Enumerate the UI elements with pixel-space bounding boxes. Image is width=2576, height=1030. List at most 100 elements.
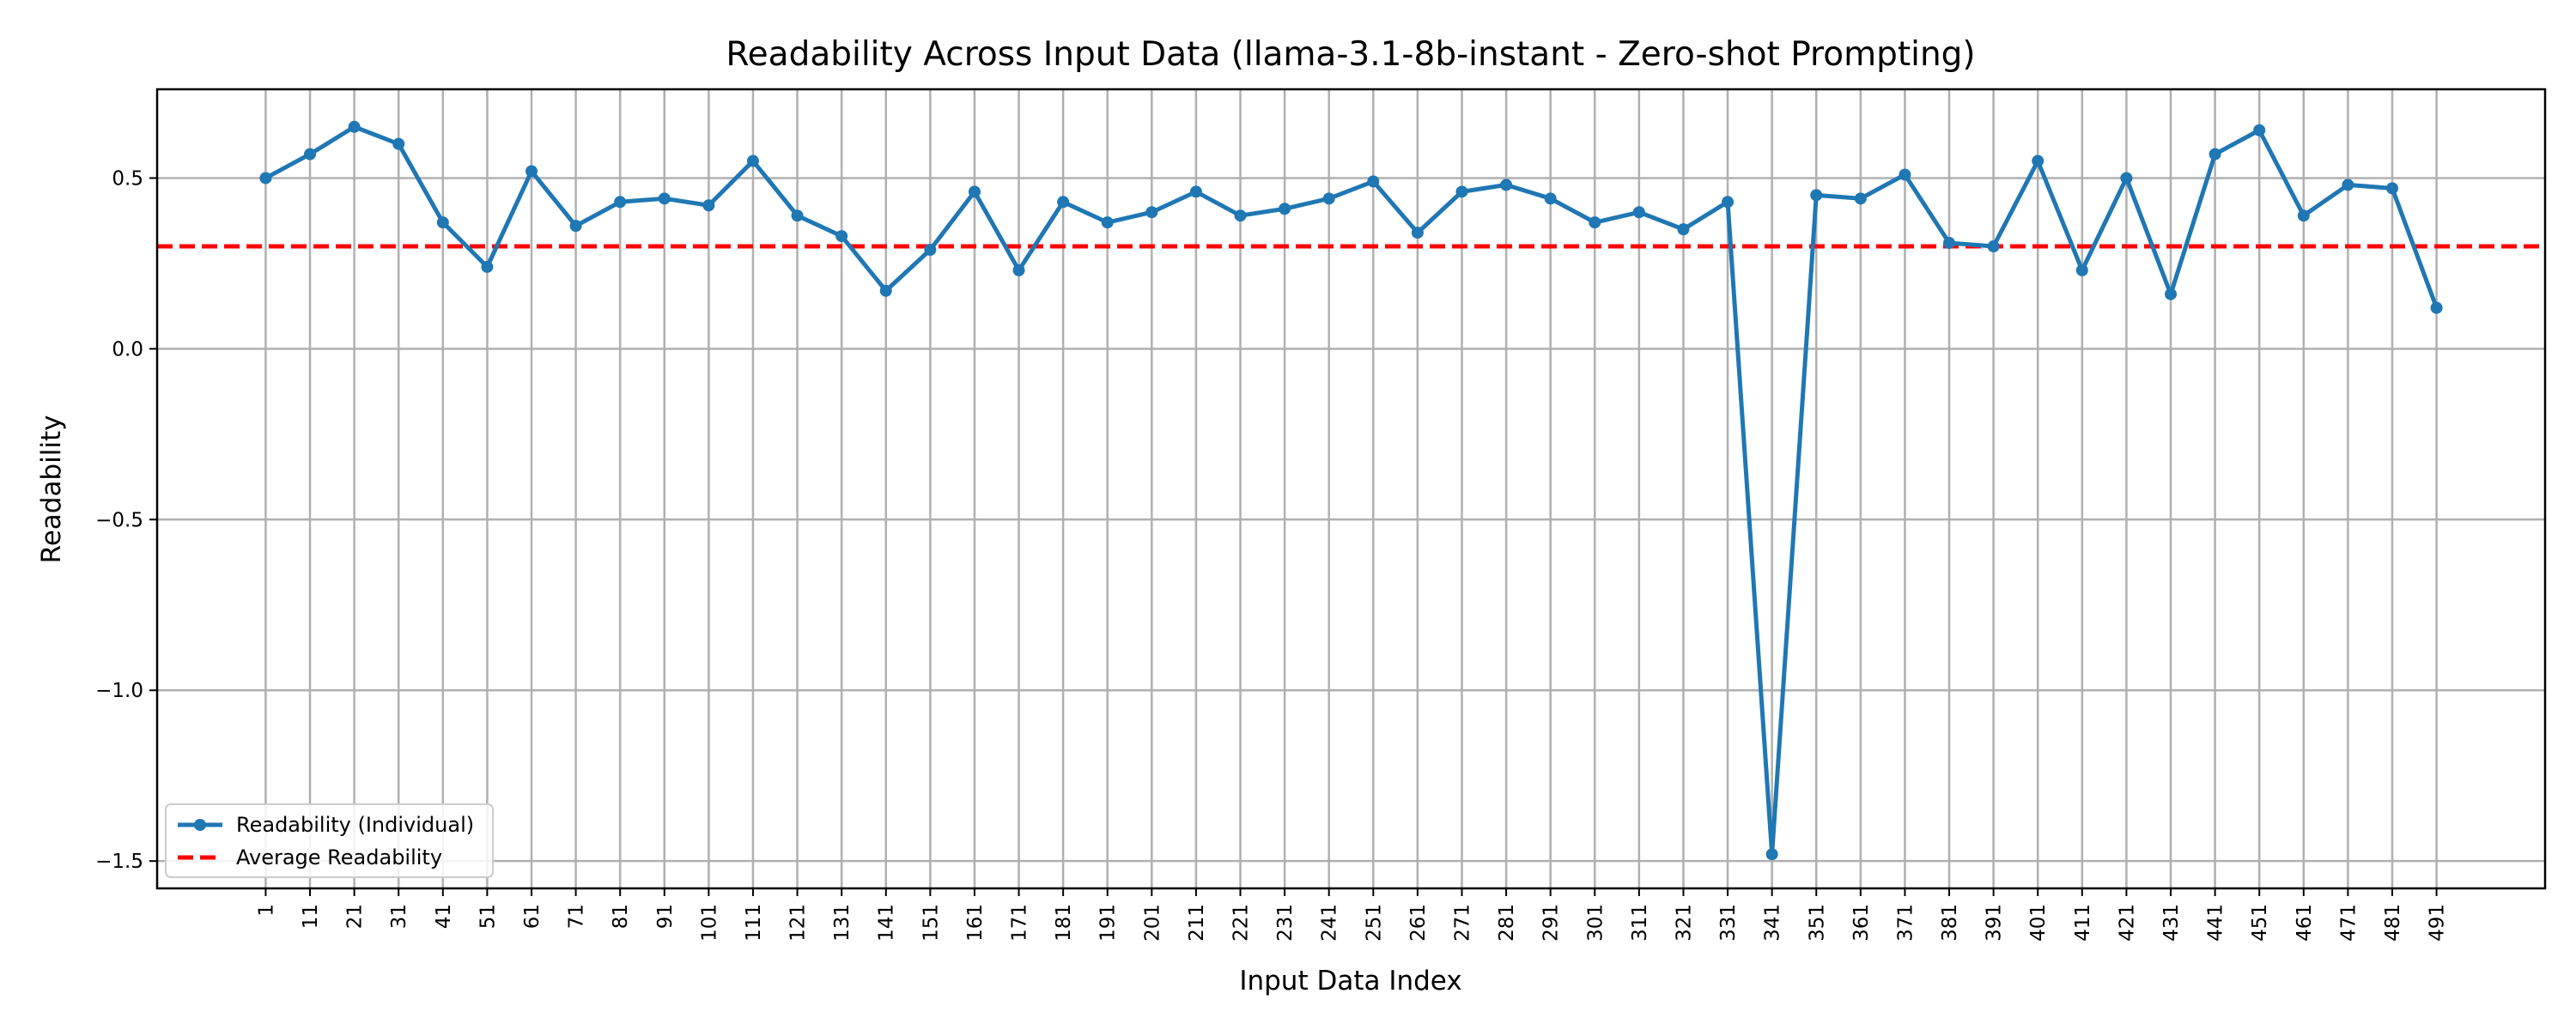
x-tick-label: 221 (1230, 904, 1253, 942)
y-tick-label: 0.5 (112, 167, 143, 190)
x-tick-label: 141 (876, 904, 898, 942)
readability-point (2297, 209, 2310, 222)
readability-point (1057, 196, 1070, 209)
legend-label-average: Average Readability (236, 845, 442, 869)
x-tick-label: 121 (787, 904, 810, 942)
x-tick-label: 41 (433, 904, 455, 929)
y-tick-label: −1.0 (95, 680, 143, 702)
readability-point (2385, 182, 2398, 195)
x-tick-label: 151 (920, 904, 942, 942)
readability-point (2208, 148, 2221, 161)
readability-point (702, 199, 715, 212)
x-tick-label: 351 (1806, 904, 1828, 942)
x-tick-label: 51 (477, 904, 499, 929)
x-tick-label: 181 (1053, 904, 1075, 942)
x-tick-label: 431 (2160, 904, 2183, 942)
readability-point (1899, 168, 1911, 181)
x-tick-label: 331 (1717, 904, 1740, 942)
x-tick-label: 271 (1451, 904, 1473, 942)
x-tick-label: 21 (344, 904, 367, 929)
legend-box (165, 803, 494, 878)
readability-point (2253, 124, 2266, 136)
readability-point (1279, 203, 1291, 215)
readability-point (1987, 240, 2000, 253)
x-tick-label: 391 (1984, 904, 2006, 942)
x-tick-label: 171 (1009, 904, 1031, 942)
readability-point (1854, 192, 1867, 205)
x-tick-label: 411 (2072, 904, 2094, 942)
x-tick-label: 161 (964, 904, 987, 942)
x-tick-label: 101 (698, 904, 720, 942)
x-tick-label: 321 (1673, 904, 1695, 942)
x-tick-label: 111 (743, 904, 765, 942)
readability-point (835, 230, 848, 243)
individual-readability-layer (259, 120, 2443, 861)
readability-point (1544, 192, 1557, 205)
x-tick-label: 301 (1584, 904, 1607, 942)
readability-point (2342, 179, 2354, 191)
x-tick-label: 491 (2427, 904, 2449, 942)
readability-point (481, 260, 494, 273)
readability-series-line (264, 124, 2439, 857)
grid-layer (157, 89, 2545, 888)
x-tick-label: 91 (654, 904, 677, 929)
readability-point (746, 154, 759, 167)
x-axis-label: Input Data Index (1239, 966, 1461, 997)
readability-point (1810, 189, 1823, 202)
x-tick-label: 441 (2205, 904, 2227, 942)
x-tick-label: 211 (1186, 904, 1208, 942)
readability-point (1145, 206, 1158, 219)
plot-area-frame (155, 88, 2547, 890)
readability-point (1500, 179, 1513, 191)
readability-point (1012, 264, 1025, 276)
x-tick-label: 81 (610, 904, 632, 929)
legend-marker-individual (194, 819, 206, 831)
x-tick-label: 201 (1141, 904, 1163, 942)
readability-point (1677, 223, 1690, 236)
chart-title: Readability Across Input Data (llama-3.1… (726, 35, 1975, 74)
readability-point (525, 165, 538, 178)
x-tick-label: 461 (2293, 904, 2316, 942)
readability-point (1234, 209, 1247, 222)
readability-point (1101, 216, 1114, 229)
readability-point (924, 243, 937, 256)
readability-point (304, 148, 317, 161)
readability-point (259, 172, 272, 185)
y-tick-label: −1.5 (95, 851, 143, 873)
readability-point (2165, 288, 2178, 300)
y-tick-label: −0.5 (95, 509, 143, 531)
readability-point (436, 216, 449, 229)
x-tick-label: 401 (2027, 904, 2050, 942)
x-tick-label: 61 (521, 904, 544, 929)
readability-point (1411, 227, 1424, 239)
x-tick-label: 421 (2116, 904, 2138, 942)
x-tick-label: 261 (1407, 904, 1430, 942)
readability-point (2075, 264, 2088, 276)
tick-layer: 1 11 21 31 41 51 61 71 81 91 101 111 121 131 141 151 161… (95, 167, 2448, 941)
x-tick-label: 251 (1363, 904, 1385, 942)
readability-point (879, 284, 892, 297)
legend: Readability (Individual) Average Readabi… (165, 803, 494, 878)
readability-point (569, 220, 582, 233)
x-tick-label: 281 (1496, 904, 1518, 942)
x-tick-label: 291 (1540, 904, 1563, 942)
readability-point (392, 137, 405, 150)
readability-point (2120, 172, 2133, 185)
x-tick-label: 131 (831, 904, 854, 942)
readability-point (1322, 192, 1335, 205)
readability-point (1943, 237, 1956, 250)
readability-point (2430, 301, 2443, 314)
readability-point (1367, 175, 1380, 188)
x-tick-label: 341 (1762, 904, 1784, 942)
y-axis-label: Readability (36, 415, 67, 564)
readability-point (1765, 848, 1778, 861)
x-tick-label: 191 (1097, 904, 1120, 942)
readability-point (1455, 185, 1468, 198)
readability-point (1589, 216, 1601, 229)
readability-point (658, 192, 671, 205)
x-tick-label: 1 (255, 904, 277, 917)
readability-point (614, 196, 627, 209)
x-tick-label: 371 (1894, 904, 1917, 942)
readability-point (968, 185, 981, 198)
